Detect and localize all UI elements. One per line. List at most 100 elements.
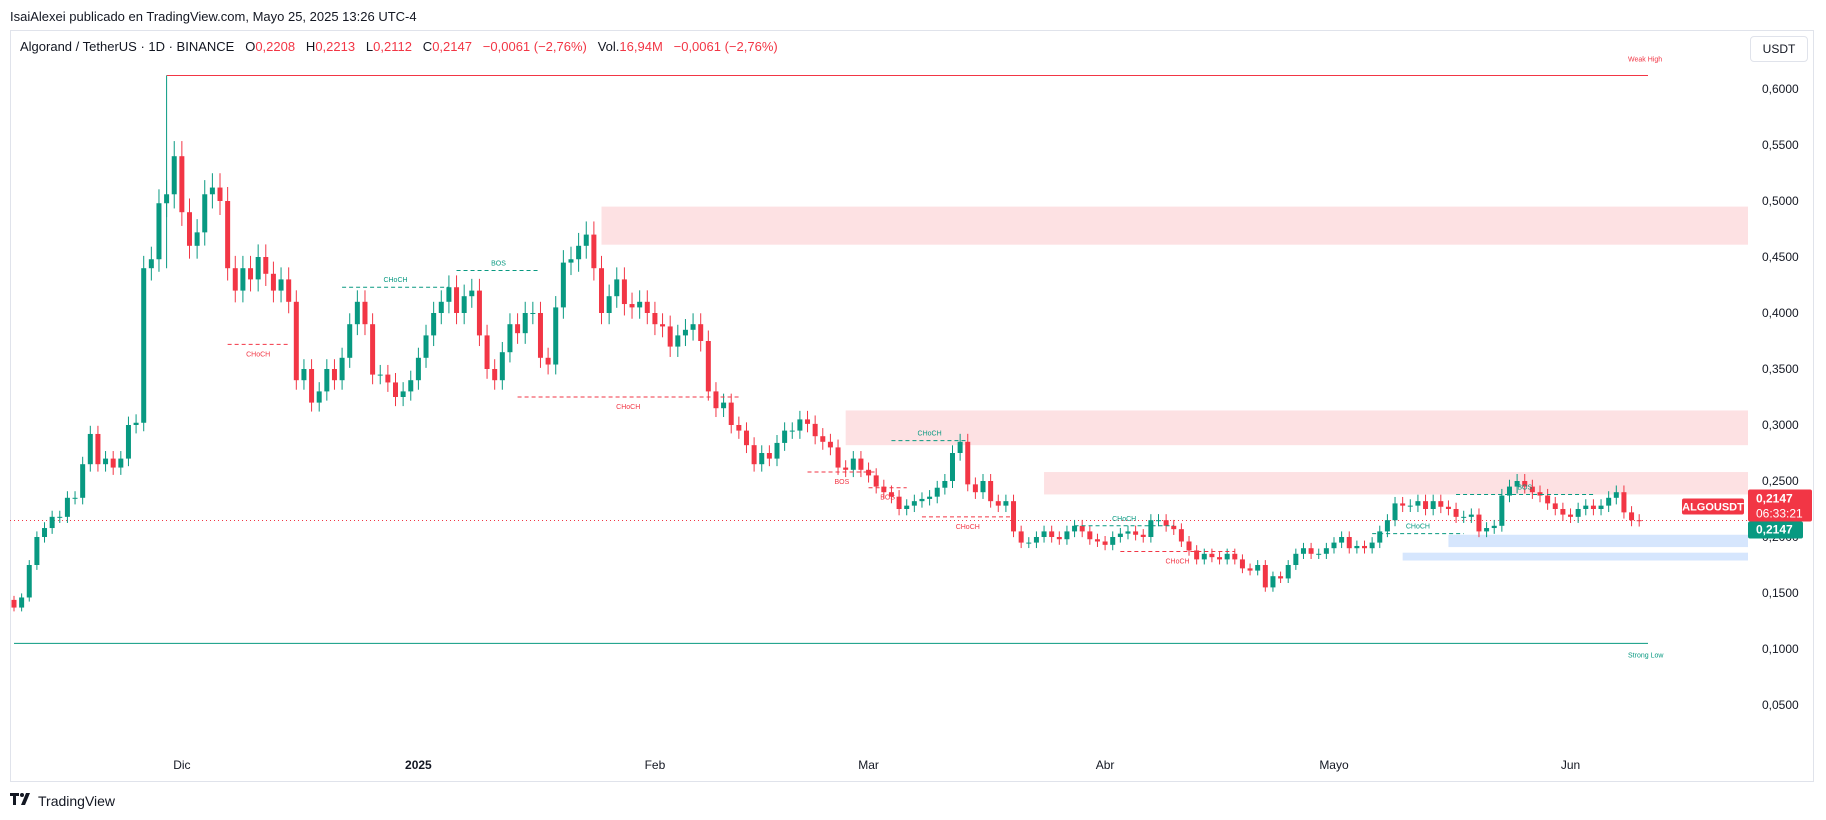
x-tick-label: Abr [1096,758,1115,772]
candle-body [1522,481,1528,487]
candle-body [675,335,681,347]
level-label: Strong Low [1628,652,1664,659]
candle-body [461,296,467,313]
candle-body [408,380,414,392]
countdown-timer: 06:33:21 [1756,507,1803,521]
candle-body [64,497,70,517]
candle-body [331,369,337,381]
candle-body [1346,537,1352,549]
structure-label: CHoCH [383,277,407,284]
candle-body [904,505,910,509]
candle-body [49,516,55,529]
candle-body [980,481,986,493]
candle-body [454,287,460,313]
candle-body [629,304,635,308]
candle-body [1117,533,1123,537]
candle-body [1461,516,1467,518]
candle-body [438,301,444,313]
candle-body [1094,539,1100,542]
candle-body [812,423,818,437]
candle-body [1232,553,1238,560]
candle-body [537,313,543,358]
candle-body [1476,514,1482,532]
candle-body [1407,505,1413,507]
candle-body [1316,553,1322,555]
candle-body [652,313,658,325]
candle-body [446,287,452,302]
candle-body [1629,512,1635,521]
y-tick-label: 0,4000 [1762,306,1799,320]
candle-body [370,324,376,375]
candle-body [850,458,856,470]
candle-body [232,268,238,291]
candle-body [339,357,345,381]
candle-body [1606,497,1612,506]
candle-body [1415,501,1421,506]
candle-body [957,441,963,453]
candle-body [1423,501,1429,509]
candle-body [1186,541,1192,551]
candle-body [606,296,612,313]
currency-button[interactable]: USDT [1750,36,1808,62]
candle-body [1178,529,1184,542]
close-price-badge [1748,521,1803,539]
candle-body [476,290,482,336]
candle-body [805,419,811,424]
x-tick-label: Jun [1561,758,1580,772]
candle-body [782,430,788,443]
candle-body [26,565,32,598]
candle-body [705,341,711,392]
candle-body [354,301,360,325]
candle-body [431,313,437,336]
candle-body [80,464,86,498]
candle-body [515,324,521,334]
candle-body [644,301,650,313]
demand-zone [1402,552,1748,561]
candle-body [377,374,383,376]
candle-body [103,458,109,465]
candle-body [965,441,971,485]
candle-body [698,324,704,341]
candle-body [560,262,566,308]
candle-body [248,268,254,280]
candle-body [492,369,498,381]
candle-body [1087,531,1093,540]
candle-body [1430,501,1436,509]
candle-body [1156,520,1161,522]
candle-body [164,194,170,204]
structure-label: CHoCH [1406,524,1430,531]
candle-body [797,419,803,431]
candle-body [1285,565,1291,579]
candle-body [1217,557,1223,560]
x-tick-label: Feb [645,758,666,772]
candle-body [469,290,475,297]
candle-body [1300,548,1306,554]
candle-body [393,382,398,397]
structure-label: CHoCH [956,524,980,531]
open-label: O [245,39,256,54]
candle-body [1354,545,1360,549]
demand-zone [1448,534,1748,548]
footer-brand[interactable]: TradingView [10,792,115,809]
structure-label: BOS [491,260,506,267]
candle-body [1041,531,1047,537]
candle-body [736,425,742,431]
candle-body [743,430,749,446]
candle-body [942,481,948,488]
level-label: Weak High [1628,57,1662,64]
candle-body [820,436,826,442]
symbol-title[interactable]: Algorand / TetherUS · 1D · BINANCE [20,39,235,54]
candle-body [148,259,154,269]
y-tick-label: 0,1000 [1762,642,1799,656]
low-value: 0,2112 [373,39,412,54]
structure-label: CHoCH [1112,516,1136,523]
candle-body [1621,492,1627,513]
candle-body [209,187,215,195]
candle-body [1400,503,1406,506]
candle-body [1598,505,1604,509]
volume-change: −0,0061 (−2,76%) [673,39,778,54]
tradingview-logo-icon [10,792,34,809]
high-value: 0,2213 [315,39,356,54]
candle-body [995,501,1001,506]
